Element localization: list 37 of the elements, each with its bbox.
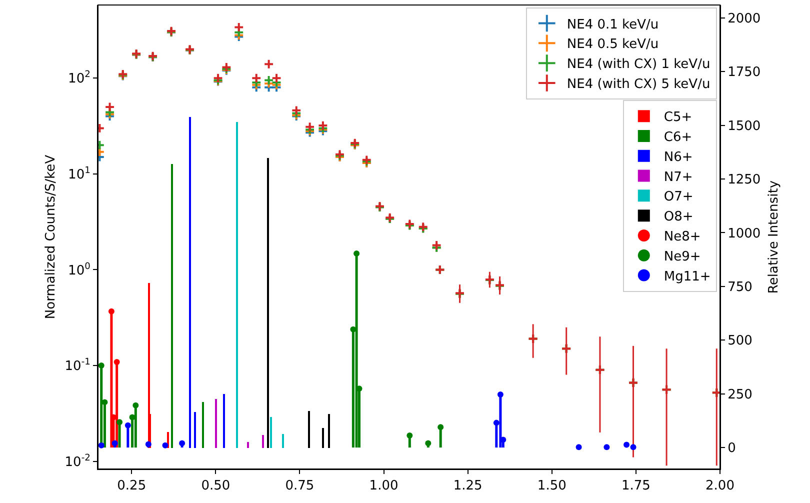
y-tick-label: 10$^{-1}$ — [64, 358, 90, 374]
y2-tick-label: 500 — [728, 334, 752, 349]
legend-label: N7+ — [664, 170, 693, 185]
y2-tick-label: 250 — [728, 387, 752, 402]
y2-tick-label: 750 — [728, 280, 752, 295]
y2-tick-label: 1500 — [728, 118, 761, 134]
x-tick-label: 1.25 — [453, 478, 482, 494]
x-tick-label: 1.75 — [621, 478, 650, 494]
legend-label: Ne9+ — [664, 249, 701, 264]
y-tick-label: 10$^{-2}$ — [64, 453, 90, 470]
x-tick-label: 1.50 — [537, 478, 566, 494]
x-tick-label: 0.75 — [285, 478, 314, 494]
y2-tick-label: 1000 — [728, 226, 761, 242]
legend-label: N6+ — [664, 150, 693, 165]
legend-label: O7+ — [664, 190, 694, 205]
y-tick-label: 10$^{2}$ — [68, 70, 90, 87]
x-tick-label: 1.00 — [369, 478, 398, 494]
legend-label: C6+ — [664, 130, 692, 146]
legend-label: O8+ — [664, 210, 694, 225]
y2-tick-label: 2000 — [728, 11, 761, 26]
legend-label: NE4 (with CX) 5 keV/u — [566, 77, 710, 92]
y-tick-label: 10$^{0}$ — [68, 262, 91, 278]
x-tick-label: 0.50 — [201, 478, 230, 494]
legend-label: NE4 0.5 keV/u — [566, 37, 659, 52]
legend-label: Ne8+ — [664, 230, 701, 245]
y2-tick-label: 0 — [728, 441, 736, 456]
y2-tick-label: 1750 — [728, 65, 761, 80]
y2-tick-label: 1250 — [728, 172, 761, 188]
x-tick-label: 2.00 — [706, 478, 734, 494]
legend-label: NE4 0.1 keV/u — [566, 17, 659, 32]
legend-label: NE4 (with CX) 1 keV/u — [566, 57, 710, 72]
x-tick-label: 0.25 — [117, 478, 146, 494]
y2-axis-title: Relative Intensity — [766, 180, 782, 294]
y-tick-label: 10$^{1}$ — [68, 166, 90, 182]
legend-label: C5+ — [664, 110, 692, 126]
legend-label: Mg11+ — [664, 269, 711, 284]
y-axis-title: Normalized Counts/S/keV — [44, 154, 59, 320]
